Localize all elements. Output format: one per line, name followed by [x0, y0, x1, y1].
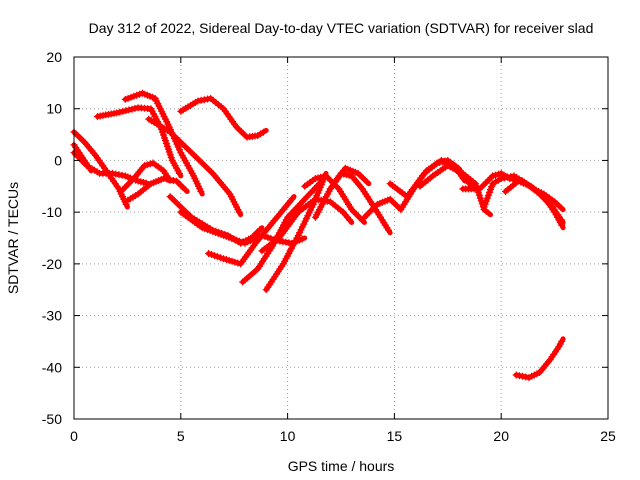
x-tick-label: 25 [600, 428, 616, 444]
y-axis-label: SDTVAR / TECUs [5, 182, 21, 294]
series-markers-track-8 [117, 159, 172, 195]
y-tick-label: -40 [42, 359, 62, 375]
x-axis-label: GPS time / hours [288, 458, 395, 474]
y-tick-label: -10 [42, 204, 62, 220]
x-tick-label: 15 [387, 428, 403, 444]
plot-frame [73, 56, 609, 420]
y-tick-label: -50 [42, 411, 62, 427]
x-tick-label: 10 [280, 428, 296, 444]
series-markers-track-3 [177, 94, 267, 141]
y-tick-label: 0 [54, 152, 62, 168]
chart-title: Day 312 of 2022, Sidereal Day-to-day VTE… [89, 20, 594, 36]
y-tick-label: -30 [42, 308, 62, 324]
x-tick-label: 0 [70, 428, 78, 444]
series-markers-track-15 [258, 195, 353, 255]
series-markers-track-12 [205, 195, 296, 268]
data-series [70, 89, 566, 382]
series-markers-track-24 [502, 177, 566, 229]
y-tick-label: 20 [46, 49, 62, 65]
y-tick-label: 10 [46, 101, 62, 117]
series-markers-track-25 [512, 337, 566, 382]
y-tick-label: -20 [42, 256, 62, 272]
series-markers-track-9 [121, 175, 189, 206]
x-tick-label: 20 [493, 428, 509, 444]
x-tick-label: 5 [177, 428, 185, 444]
series-markers-track-18 [326, 169, 392, 234]
series-markers-track-4 [145, 115, 243, 216]
